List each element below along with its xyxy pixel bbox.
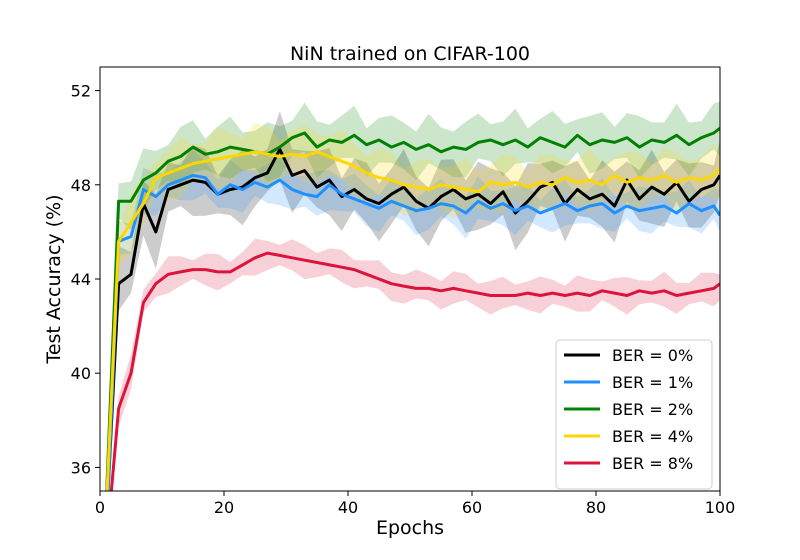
series-band-4 xyxy=(110,238,720,491)
x-axis-label: Epochs xyxy=(376,517,444,539)
x-tick-label-5: 100 xyxy=(705,498,736,517)
y-tick-label-1: 40 xyxy=(71,364,91,383)
y-axis-label: Test Accuracy (%) xyxy=(43,194,65,364)
legend-label-3: BER = 4% xyxy=(612,427,693,446)
x-tick-label-3: 60 xyxy=(462,498,482,517)
series-line-3 xyxy=(105,150,720,491)
legend: BER = 0% BER = 1% BER = 2% BER = 4% BER = 8% xyxy=(555,339,713,490)
x-tick-label-1: 20 xyxy=(214,498,234,517)
legend-label-4: BER = 8% xyxy=(612,454,693,473)
series-line-1 xyxy=(106,173,720,491)
y-tick-label-0: 36 xyxy=(71,458,91,477)
series-line-4 xyxy=(109,251,720,491)
y-tick-label-4: 52 xyxy=(71,82,91,101)
x-tick-label-4: 80 xyxy=(586,498,606,517)
x-tick-label-0: 0 xyxy=(95,498,105,517)
y-tick-label-3: 48 xyxy=(71,176,91,195)
axes: 0 20 40 60 80 100 36 40 44 48 52 xyxy=(71,66,736,517)
legend-box xyxy=(555,339,713,490)
chart-title: NiN trained on CIFAR-100 xyxy=(290,43,530,65)
series-lines xyxy=(105,127,720,491)
y-tick-label-2: 44 xyxy=(71,270,91,289)
legend-label-2: BER = 2% xyxy=(612,400,693,419)
series-line-2 xyxy=(105,127,720,491)
legend-label-1: BER = 1% xyxy=(612,373,693,392)
legend-label-0: BER = 0% xyxy=(612,346,693,365)
series-line-0 xyxy=(106,147,720,491)
x-tick-label-2: 40 xyxy=(338,498,358,517)
